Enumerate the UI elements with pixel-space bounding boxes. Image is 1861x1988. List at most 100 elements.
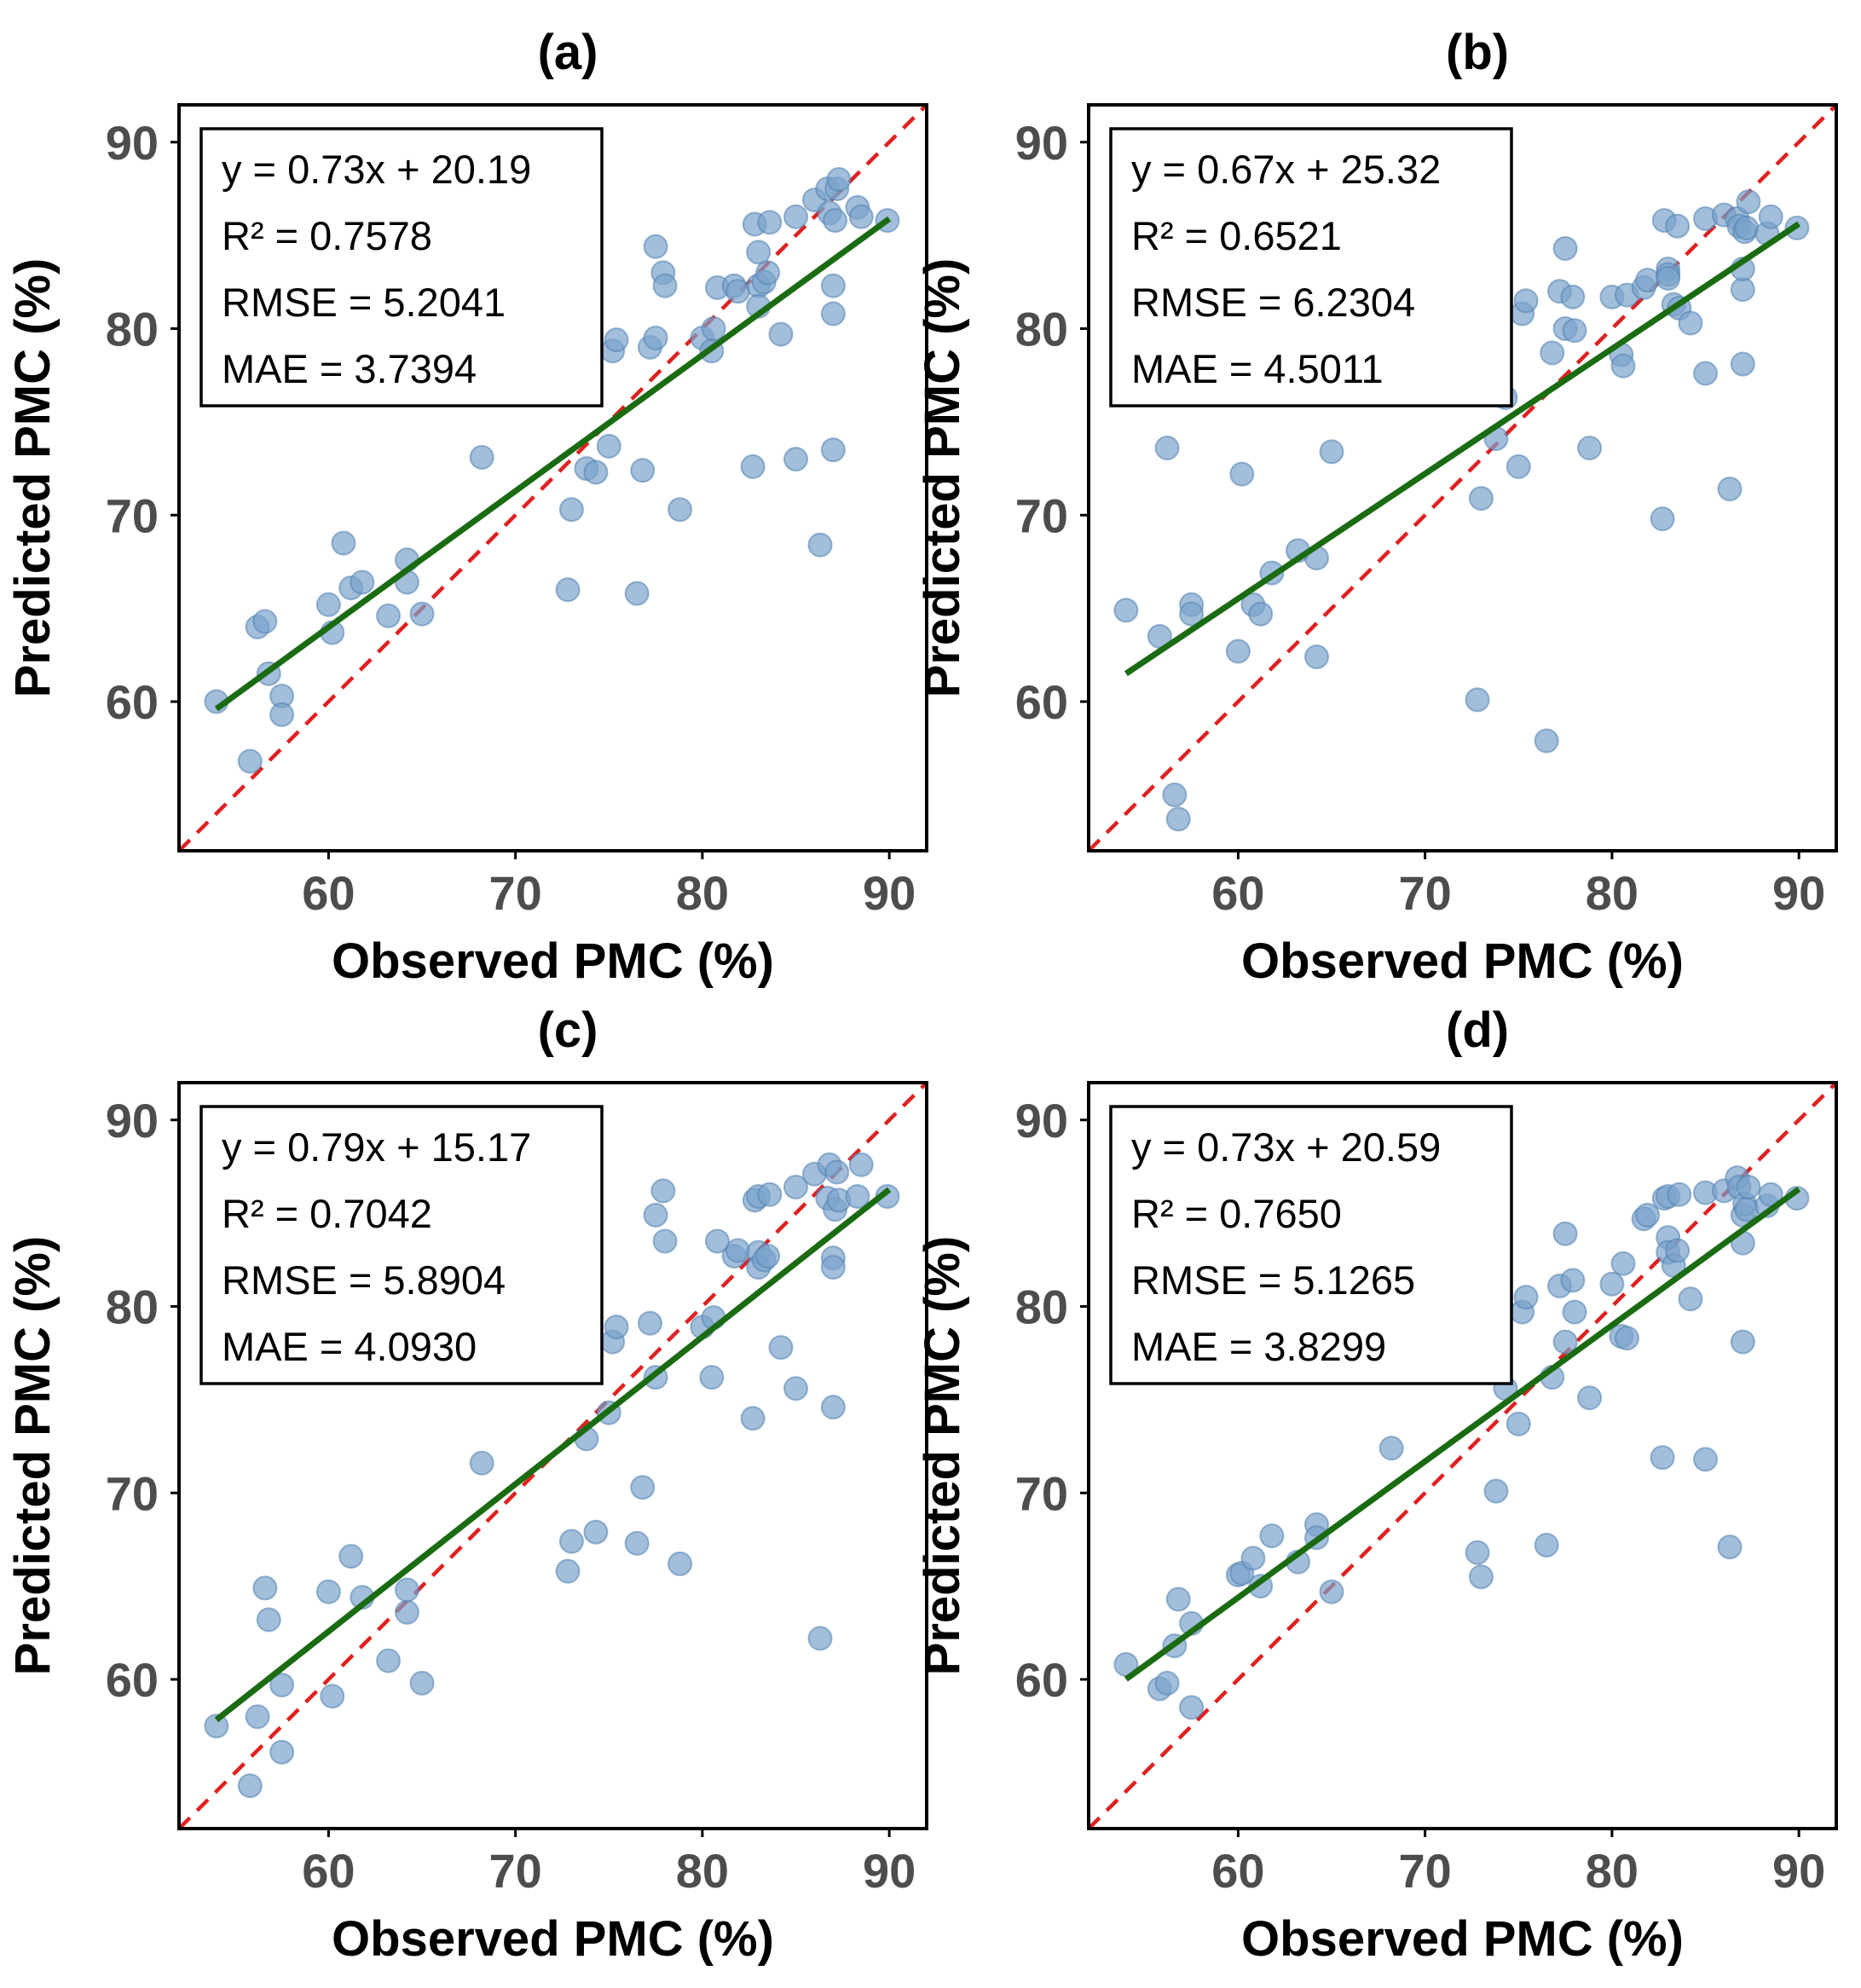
data-point-d-5	[1179, 1695, 1205, 1720]
x-tick-label-b-0: 60	[1211, 866, 1264, 920]
data-point-a-25	[624, 581, 650, 606]
panel-title-a: (a)	[538, 25, 598, 80]
data-point-d-58	[1734, 1197, 1760, 1222]
data-point-b-10	[1248, 601, 1274, 627]
y-axis-label-d: Predicted PMC (%)	[915, 1236, 970, 1676]
data-point-d-47	[1678, 1286, 1703, 1312]
data-point-a-12	[376, 603, 402, 628]
data-point-a-15	[409, 601, 435, 627]
data-point-b-3	[1162, 782, 1188, 807]
data-point-a-55	[820, 301, 846, 327]
r-squared-c: R² = 0.7042	[222, 1191, 432, 1236]
r-squared-d: R² = 0.7650	[1131, 1191, 1342, 1236]
data-point-d-11	[1259, 1523, 1285, 1549]
data-point-a-38	[725, 279, 751, 304]
identity-line-c	[179, 1083, 927, 1829]
data-point-d-4	[1165, 1586, 1191, 1612]
data-point-c-30	[650, 1178, 676, 1204]
y-tick-label-a-1: 70	[106, 488, 159, 542]
x-tick-label-b-2: 80	[1586, 866, 1638, 920]
data-point-d-38	[1635, 1202, 1661, 1228]
data-point-d-2	[1154, 1670, 1180, 1696]
data-point-b-4	[1165, 806, 1191, 832]
data-point-c-16	[469, 1450, 494, 1476]
data-point-d-19	[1468, 1564, 1494, 1590]
data-point-a-48	[783, 447, 809, 472]
data-point-d-45	[1665, 1238, 1691, 1263]
data-point-d-33	[1599, 1271, 1625, 1297]
x-axis-label-c: Observed PMC (%)	[332, 1911, 774, 1967]
data-point-c-10	[338, 1544, 364, 1569]
data-point-d-9	[1240, 1546, 1266, 1571]
data-point-b-51	[1717, 477, 1743, 502]
x-tick-label-c-2: 80	[676, 1844, 729, 1898]
data-point-a-31	[652, 273, 678, 298]
regression-equation-c: y = 0.79x + 15.17	[222, 1124, 531, 1170]
x-tick-label-b-3: 90	[1772, 866, 1825, 920]
data-point-d-32	[1577, 1385, 1603, 1411]
data-point-b-6	[1179, 601, 1205, 627]
y-tick-label-c-2: 80	[106, 1280, 159, 1334]
regression-equation-a: y = 0.73x + 20.19	[222, 147, 531, 192]
data-point-b-30	[1560, 284, 1586, 309]
x-tick-label-d-3: 90	[1772, 1844, 1825, 1898]
r-squared-a: R² = 0.7578	[222, 213, 432, 258]
panel-c: (c) 60 70 80 90 60 70 80 90 Observed PMC (%) Predi…	[5, 1003, 928, 1967]
data-point-c-38	[725, 1238, 751, 1263]
data-point-b-2	[1154, 436, 1180, 460]
data-point-c-34	[699, 1365, 725, 1390]
data-point-a-43	[746, 240, 772, 265]
data-point-b-59	[1736, 189, 1761, 215]
y-tick-label-b-0: 60	[1015, 675, 1068, 729]
y-tick-label-a-0: 60	[106, 675, 159, 729]
data-point-b-32	[1577, 436, 1603, 460]
x-tick-label-d-1: 70	[1399, 1844, 1452, 1898]
mae-c: MAE = 4.0930	[222, 1324, 477, 1369]
data-point-a-19	[558, 497, 584, 523]
y-tick-label-c-0: 60	[106, 1653, 159, 1707]
data-point-c-32	[668, 1551, 693, 1576]
data-point-b-18	[1465, 687, 1490, 713]
rmse-a: RMSE = 5.2041	[222, 280, 506, 325]
data-point-c-1	[237, 1773, 263, 1799]
data-point-c-4	[256, 1607, 281, 1633]
data-point-d-36	[1614, 1326, 1639, 1351]
data-point-a-56	[820, 273, 846, 298]
data-point-d-20	[1483, 1478, 1509, 1504]
data-point-c-61	[848, 1152, 874, 1177]
fit-line-c	[214, 1187, 892, 1723]
panel-b: (b) 60 70 80 90 60 70 80 90 Observed PMC (%) Predi…	[915, 25, 1838, 989]
data-point-c-12	[376, 1648, 402, 1673]
y-tick-label-b-1: 70	[1015, 488, 1068, 542]
regression-equation-d: y = 0.73x + 20.59	[1131, 1124, 1441, 1170]
x-tick-label-a-1: 70	[489, 866, 542, 920]
data-point-d-46	[1667, 1182, 1692, 1207]
data-point-a-45	[755, 260, 781, 286]
stats-box-d	[1109, 1105, 1513, 1385]
x-tick-label-c-3: 90	[863, 1844, 916, 1898]
x-tick-label-a-0: 60	[302, 866, 355, 920]
data-point-c-36	[704, 1228, 730, 1254]
r-squared-b: R² = 0.6521	[1131, 213, 1342, 258]
data-point-c-26	[630, 1475, 656, 1500]
data-point-b-39	[1650, 506, 1675, 532]
data-point-d-30	[1560, 1268, 1586, 1293]
data-point-c-25	[624, 1530, 650, 1556]
data-point-d-18	[1465, 1540, 1490, 1565]
data-point-a-24	[604, 327, 629, 353]
data-point-c-27	[638, 1310, 663, 1336]
rmse-c: RMSE = 5.8904	[222, 1257, 506, 1303]
data-point-c-46	[757, 1182, 783, 1207]
data-point-a-11	[350, 569, 375, 595]
data-point-c-21	[583, 1519, 609, 1545]
data-point-c-48	[783, 1376, 809, 1401]
data-point-b-19	[1468, 486, 1494, 511]
y-tick-label-c-1: 70	[106, 1466, 159, 1520]
y-axis-label-a: Predicted PMC (%)	[5, 258, 61, 698]
data-point-c-6	[269, 1673, 295, 1698]
panel-title-c: (c)	[538, 1003, 598, 1058]
data-point-a-22	[596, 433, 621, 459]
mae-b: MAE = 4.5011	[1131, 346, 1384, 391]
data-point-a-6	[269, 702, 295, 727]
